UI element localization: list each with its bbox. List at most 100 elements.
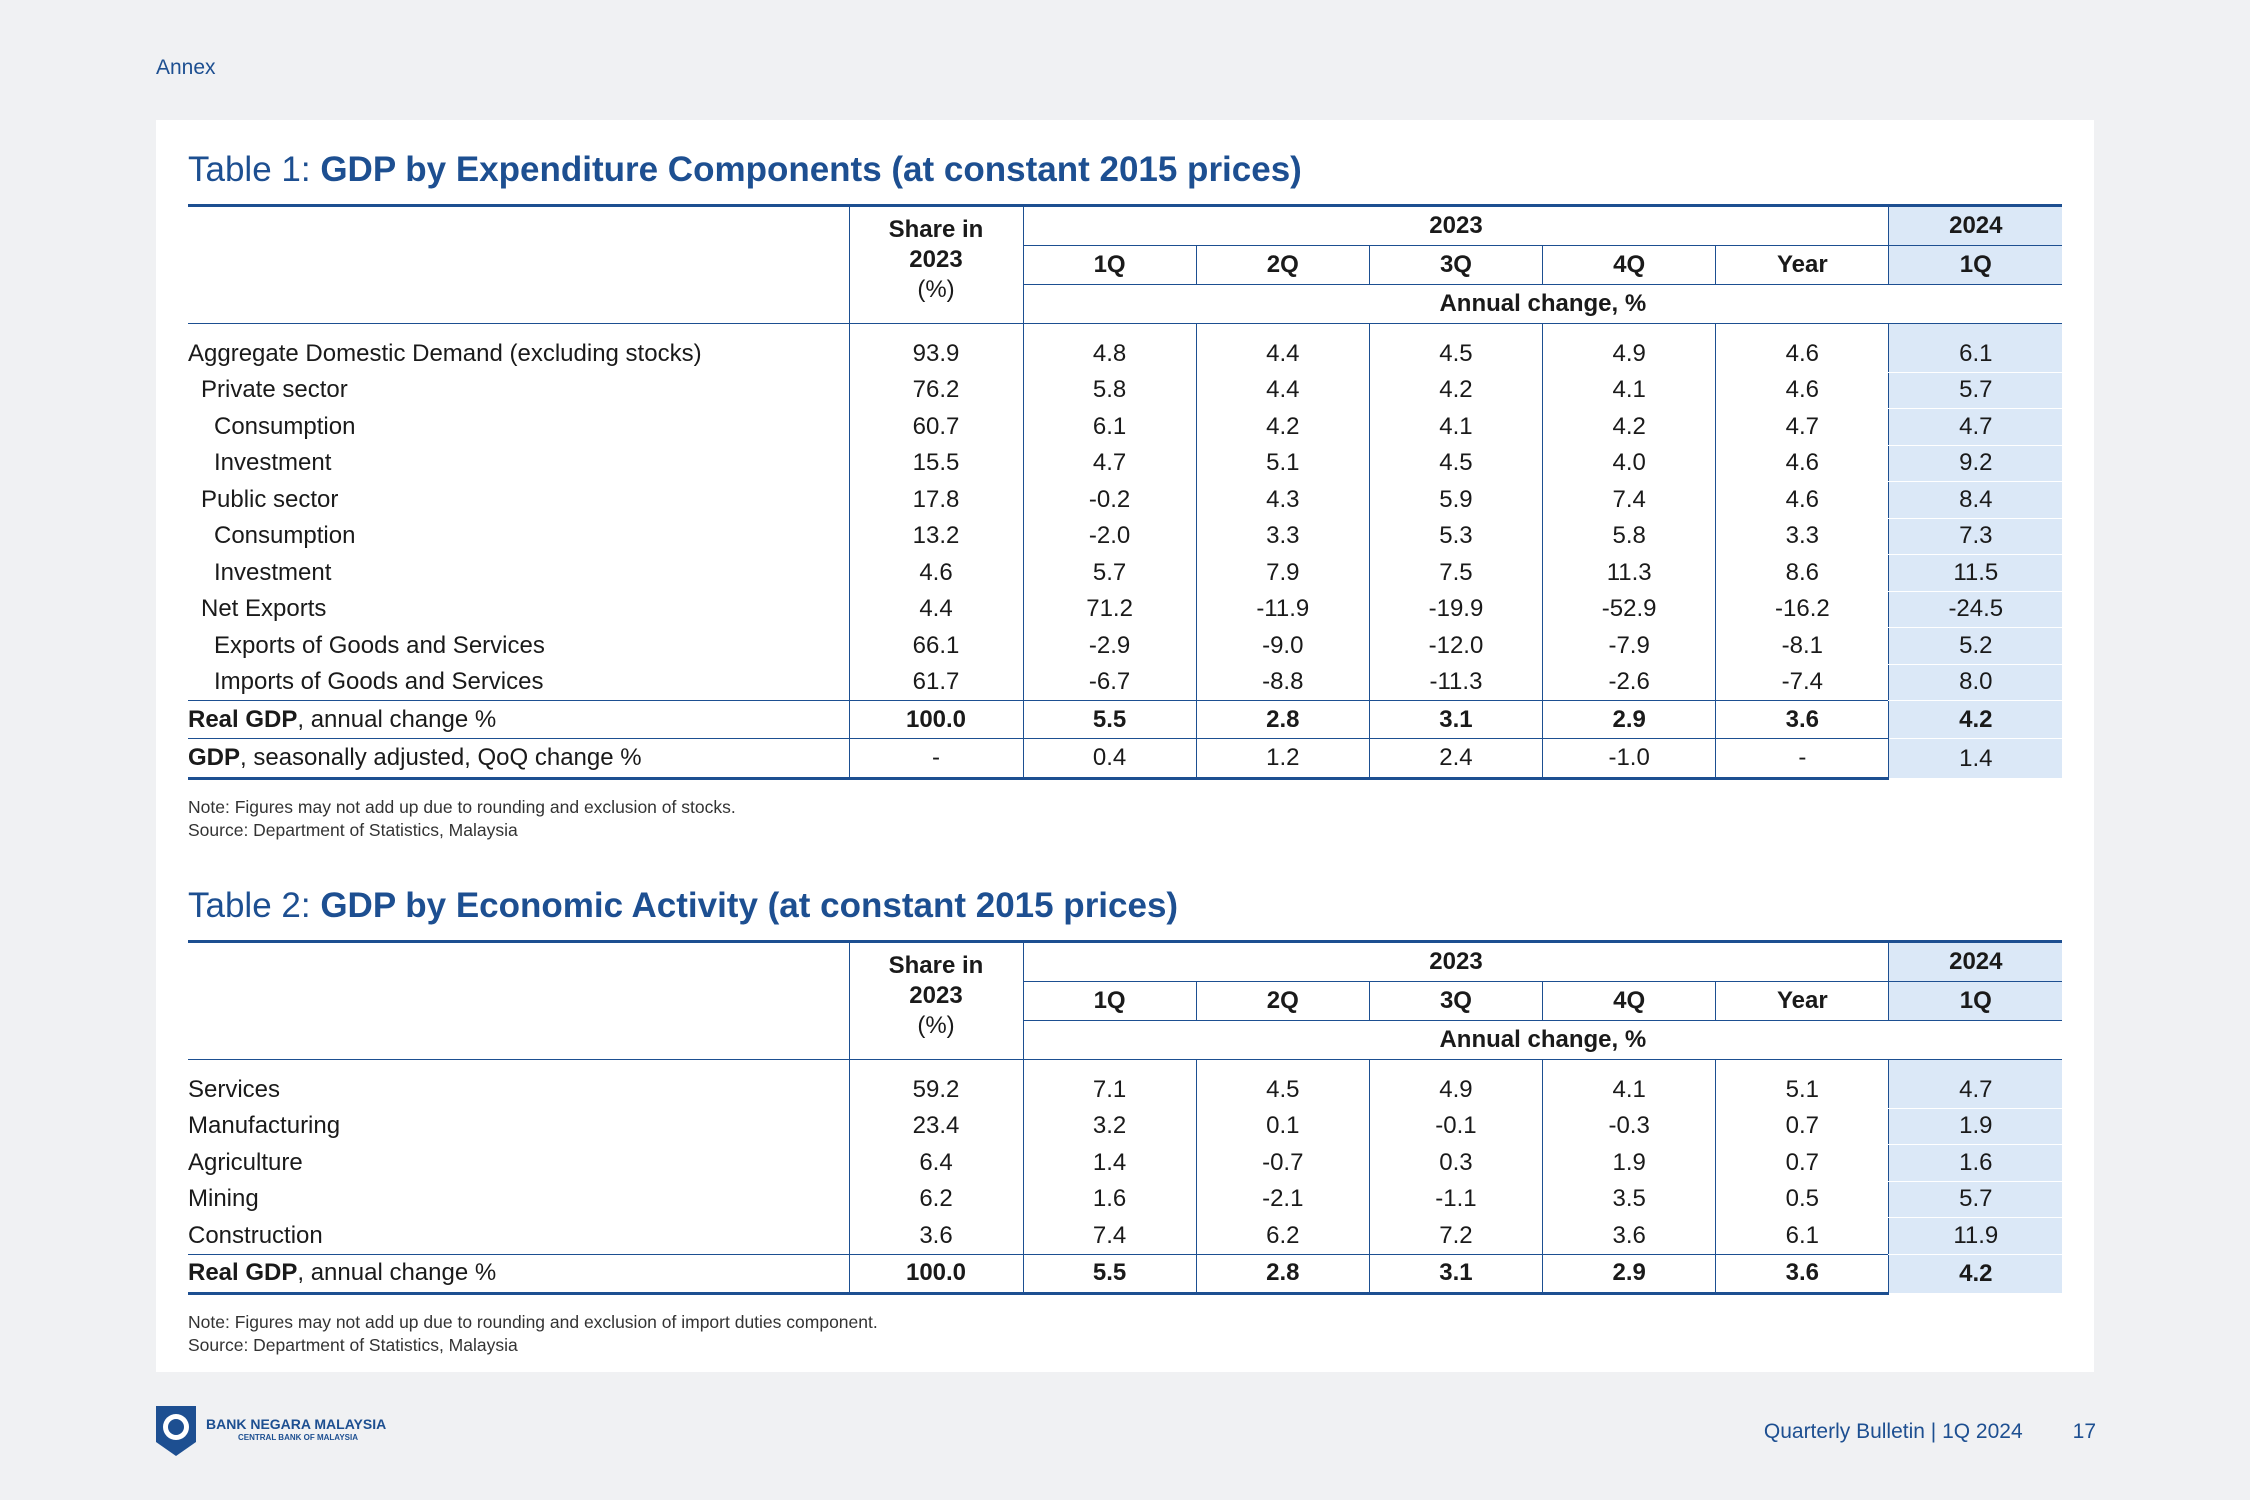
value-cell: 7.3 <box>1888 518 2063 555</box>
header-quarter: 3Q <box>1368 245 1543 285</box>
value-cell: -0.2 <box>1022 481 1197 518</box>
qoq-label-bold: GDP <box>188 744 241 771</box>
share-cell: 15.5 <box>848 445 1023 482</box>
value-cell: -12.0 <box>1368 627 1543 664</box>
table-row: Net Exports 4.4 71.2 -11.9 -19.9 -52.9 -16.2 -2… <box>188 591 2063 628</box>
row-label: Construction <box>188 1221 323 1249</box>
header-year-2023: 2023 <box>1022 204 1889 246</box>
row-label: Public sector <box>201 485 339 513</box>
table-1-notes: Note: Figures may not add up due to roun… <box>188 796 2062 842</box>
header-quarter: 2Q <box>1195 245 1370 285</box>
value-cell: 5.3 <box>1368 518 1543 555</box>
table-2-title: Table 2: GDP by Economic Activity (at co… <box>188 886 2062 926</box>
share-cell: 66.1 <box>848 627 1023 664</box>
value-cell: 5.1 <box>1195 445 1370 482</box>
total-label-bold: Real GDP <box>188 1259 298 1286</box>
value-cell: 7.1 <box>1022 1059 1197 1108</box>
value-cell: -11.9 <box>1195 591 1370 628</box>
table-1-note: Note: Figures may not add up due to roun… <box>188 797 736 817</box>
row-label: Imports of Goods and Services <box>214 668 544 695</box>
value-cell: -7.9 <box>1542 627 1716 664</box>
header-quarter: 1Q <box>1888 245 2063 285</box>
header-quarter: 1Q <box>1022 245 1197 285</box>
bank-logo-line2: CENTRAL BANK OF MALAYSIA <box>238 1433 359 1442</box>
share-cell: 6.4 <box>848 1144 1023 1181</box>
total-value-cell: 4.2 <box>1888 700 2063 739</box>
row-label: Private sector <box>201 376 348 404</box>
share-cell: 4.6 <box>848 554 1023 591</box>
total-label-bold: Real GDP <box>188 705 298 733</box>
header-quarter: 1Q <box>1888 981 2063 1021</box>
value-cell: -52.9 <box>1542 591 1716 628</box>
header-year-2024: 2024 <box>1888 940 2063 982</box>
total-value-cell: 2.8 <box>1195 1253 1370 1295</box>
value-cell: 5.7 <box>1022 554 1197 591</box>
table-2-notes: Note: Figures may not add up due to roun… <box>188 1311 2062 1357</box>
table-1-block: Table 1: GDP by Expenditure Components (… <box>188 150 2063 842</box>
table-1-title-main: GDP by Expenditure Components (at consta… <box>320 150 1302 189</box>
value-cell: 11.3 <box>1542 554 1716 591</box>
value-cell: -19.9 <box>1368 591 1543 628</box>
total-row: Real GDP, annual change % 100.0 5.5 2.8 3.1 2… <box>188 1253 2063 1295</box>
header-blank <box>188 204 849 324</box>
header-quarter: 1Q <box>1022 981 1197 1021</box>
table-row: Public sector 17.8 -0.2 4.3 5.9 7.4 4.6 8.4 <box>188 481 2063 519</box>
header-quarter: Year <box>1715 245 1889 285</box>
header-share: Share in 2023 (%) <box>848 204 1023 324</box>
value-cell: 3.5 <box>1542 1181 1716 1218</box>
share-cell: 60.7 <box>848 408 1023 445</box>
total-value-cell: 2.9 <box>1542 700 1716 739</box>
header-share-line3: (%) <box>917 276 955 303</box>
bank-logo-line1: BANK NEGARA MALAYSIA <box>206 1416 387 1432</box>
table-2-source: Source: Department of Statistics, Malays… <box>188 1334 518 1355</box>
total-value-cell: 2.9 <box>1542 1253 1716 1295</box>
value-cell: -8.8 <box>1195 664 1370 701</box>
header-quarter: 4Q <box>1542 245 1716 285</box>
value-cell: 0.7 <box>1715 1144 1889 1181</box>
qoq-value-cell: -1.0 <box>1542 738 1716 780</box>
table-2-block: Table 2: GDP by Economic Activity (at co… <box>188 886 2063 1357</box>
table-row: Manufacturing 23.4 3.2 0.1 -0.1 -0.3 0.7 1.9 <box>188 1108 2063 1145</box>
value-cell: 1.6 <box>1888 1144 2063 1182</box>
table-1-source: Source: Department of Statistics, Malays… <box>188 820 518 840</box>
value-cell: 7.4 <box>1022 1217 1197 1254</box>
value-cell: 4.7 <box>1888 408 2063 446</box>
table-2-title-prefix: Table 2: <box>188 886 321 925</box>
qoq-value-cell: - <box>1715 738 1889 780</box>
total-label-rest: , annual change % <box>297 705 497 733</box>
total-value-cell: 3.6 <box>1715 700 1889 739</box>
table-row: Consumption 13.2 -2.0 3.3 5.3 5.8 3.3 7.3 <box>188 518 2063 555</box>
table-row: Investment 4.6 5.7 7.9 7.5 11.3 8.6 11.5 <box>188 554 2063 592</box>
page-number: 17 <box>2072 1420 2096 1443</box>
value-cell: -9.0 <box>1195 627 1370 664</box>
header-quarter: 2Q <box>1195 981 1370 1021</box>
value-cell: 3.2 <box>1022 1108 1197 1145</box>
row-label: Investment <box>214 558 332 586</box>
value-cell: 3.3 <box>1715 518 1889 555</box>
value-cell: 4.6 <box>1715 481 1889 518</box>
table-2: Share in 2023 (%) 2023 2024 1Q 2Q 3Q 4Q … <box>188 940 2063 1295</box>
value-cell: 0.3 <box>1368 1144 1543 1181</box>
value-cell: -0.1 <box>1368 1108 1543 1145</box>
share-cell: 61.7 <box>848 664 1023 701</box>
value-cell: 4.7 <box>1888 1059 2063 1109</box>
total-label-rest: , annual change % <box>297 1259 497 1286</box>
value-cell: 11.9 <box>1888 1217 2063 1255</box>
row-label: Manufacturing <box>188 1112 341 1140</box>
table-row: Exports of Goods and Services 66.1 -2.9 -9.… <box>188 627 2063 665</box>
value-cell: -7.4 <box>1715 664 1889 701</box>
row-label: Exports of Goods and Services <box>214 631 545 659</box>
value-cell: -2.1 <box>1195 1181 1370 1218</box>
value-cell: -1.1 <box>1368 1181 1543 1218</box>
value-cell: 5.7 <box>1888 1181 2063 1218</box>
total-value-cell: 5.5 <box>1022 700 1197 739</box>
share-cell: 4.4 <box>848 591 1023 628</box>
value-cell: -6.7 <box>1022 664 1197 701</box>
qoq-row: GDP, seasonally adjusted, QoQ change % -0… <box>188 738 2063 780</box>
value-cell: 4.4 <box>1195 372 1370 409</box>
total-value-cell: 5.5 <box>1022 1253 1197 1295</box>
qoq-value-cell: - <box>848 738 1023 780</box>
table-1: Share in 2023 (%) 2023 2024 1Q 2Q 3Q 4Q … <box>188 204 2063 780</box>
value-cell: 4.7 <box>1715 408 1889 445</box>
value-cell: 6.1 <box>1715 1217 1889 1254</box>
